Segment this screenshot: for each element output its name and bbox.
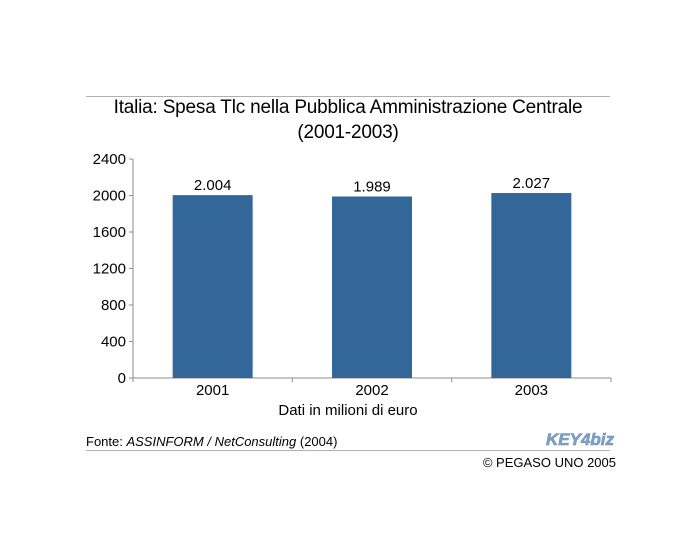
y-tick-label: 0 bbox=[118, 370, 126, 387]
chart-title: Italia: Spesa Tlc nella Pubblica Amminis… bbox=[113, 97, 583, 118]
bar-value-label: 2.027 bbox=[513, 175, 551, 192]
x-axis-label: Dati in milioni di euro bbox=[278, 402, 418, 419]
y-tick-label: 1600 bbox=[93, 224, 126, 241]
source-name: ASSINFORM / NetConsulting bbox=[126, 434, 297, 449]
source-prefix: Fonte: bbox=[86, 434, 127, 449]
x-tick-label: 2002 bbox=[355, 382, 388, 399]
key4biz-logo: KEY4biz bbox=[546, 430, 615, 450]
y-tick-label: 1200 bbox=[93, 261, 126, 278]
source-year: (2004) bbox=[296, 434, 338, 449]
bar bbox=[172, 195, 253, 378]
y-tick-label: 2400 bbox=[93, 151, 126, 168]
chart-subtitle: (2001-2003) bbox=[297, 122, 399, 143]
top-rule bbox=[86, 96, 610, 97]
bar-value-label: 1.989 bbox=[353, 179, 391, 196]
y-tick-label: 400 bbox=[101, 334, 126, 351]
bar bbox=[491, 193, 572, 378]
source-note: Fonte: ASSINFORM / NetConsulting (2004) bbox=[86, 434, 337, 449]
svg-text:KEY4biz: KEY4biz bbox=[546, 430, 615, 449]
bar bbox=[332, 196, 412, 378]
copyright-text: © PEGASO UNO 2005 bbox=[482, 455, 616, 470]
y-tick-label: 2000 bbox=[93, 188, 126, 205]
y-tick-label: 800 bbox=[101, 297, 126, 314]
bottom-rule bbox=[86, 450, 610, 451]
x-tick-label: 2003 bbox=[515, 382, 548, 399]
x-tick-label: 2001 bbox=[196, 382, 229, 399]
bar-value-label: 2.004 bbox=[194, 177, 232, 194]
